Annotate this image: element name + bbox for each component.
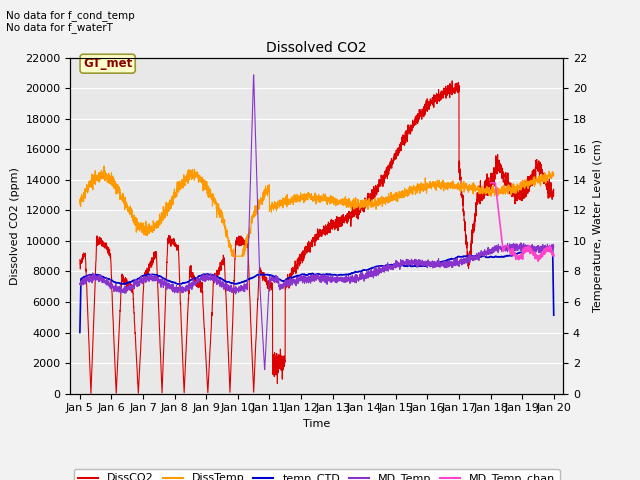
Y-axis label: Temperature, Water Level (cm): Temperature, Water Level (cm) — [593, 139, 603, 312]
Title: Dissolved CO2: Dissolved CO2 — [266, 41, 367, 55]
Text: No data for f_cond_temp
No data for f_waterT: No data for f_cond_temp No data for f_wa… — [6, 10, 135, 33]
Y-axis label: Dissolved CO2 (ppm): Dissolved CO2 (ppm) — [10, 167, 20, 285]
Text: GT_met: GT_met — [83, 57, 132, 70]
X-axis label: Time: Time — [303, 419, 330, 429]
Legend: DissCO2, DissTemp, temp_CTD, MD_Temp, MD_Temp_chan: DissCO2, DissTemp, temp_CTD, MD_Temp, MD… — [74, 469, 560, 480]
